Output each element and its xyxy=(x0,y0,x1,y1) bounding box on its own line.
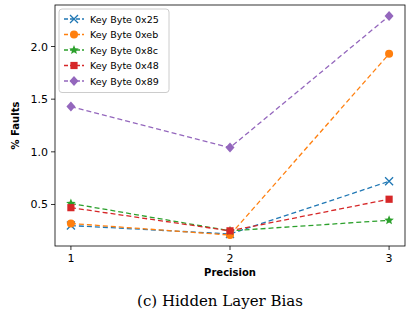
legend-label: Key Byte 0xeb xyxy=(90,29,158,40)
y-tick xyxy=(51,204,55,205)
x-tick xyxy=(70,246,71,250)
y-tick-label: 1.0 xyxy=(31,146,49,159)
point-marker xyxy=(384,215,394,224)
x-axis-label: Precision xyxy=(204,267,256,278)
legend-marker xyxy=(69,45,79,54)
point-marker xyxy=(385,50,393,58)
plot-frame xyxy=(55,5,405,246)
y-tick-label: 1.5 xyxy=(31,93,49,106)
legend-marker xyxy=(70,76,79,86)
x-tick-label: 2 xyxy=(227,252,234,265)
y-tick-label: 0.5 xyxy=(31,198,49,211)
point-marker xyxy=(226,143,235,153)
point-marker xyxy=(66,102,75,112)
series-line xyxy=(71,16,389,148)
legend-label: Key Byte 0x48 xyxy=(90,60,159,71)
x-tick xyxy=(389,246,390,250)
series-line xyxy=(71,181,389,234)
point-marker xyxy=(385,177,393,185)
point-marker xyxy=(225,226,235,235)
chart-svg: 0.5 1.0 1.5 2.0 1 2 3 Precision % Faults (c) Hidd… xyxy=(0,0,414,320)
plot-area xyxy=(66,11,394,239)
series-line xyxy=(71,199,389,231)
point-marker xyxy=(385,11,394,21)
legend-marker xyxy=(70,62,77,69)
x-tick xyxy=(230,246,231,250)
chart-container: 0.5 1.0 1.5 2.0 1 2 3 Precision % Faults (c) Hidd… xyxy=(0,0,414,320)
legend-label: Key Byte 0x8c xyxy=(90,45,158,56)
legend-marker xyxy=(70,15,78,23)
x-tick-label: 3 xyxy=(386,252,393,265)
point-marker xyxy=(385,196,392,203)
y-tick-label: 2.0 xyxy=(31,41,49,54)
point-marker xyxy=(226,227,233,234)
x-tick-label: 1 xyxy=(67,252,74,265)
y-tick xyxy=(51,46,55,47)
caption: (c) Hidden Layer Bias xyxy=(137,292,303,310)
y-tick xyxy=(51,151,55,152)
y-tick xyxy=(51,99,55,100)
legend-box xyxy=(59,9,169,93)
y-axis-label: % Faults xyxy=(10,102,21,150)
point-marker xyxy=(67,204,74,211)
legend-label: Key Byte 0x89 xyxy=(90,76,159,87)
series-line xyxy=(71,54,389,235)
legend-marker xyxy=(70,31,78,39)
point-marker xyxy=(67,219,75,227)
legend-label: Key Byte 0x25 xyxy=(90,14,159,25)
legend: Key Byte 0x25 Key Byte 0xeb Key Byte 0x8c K… xyxy=(59,9,169,93)
